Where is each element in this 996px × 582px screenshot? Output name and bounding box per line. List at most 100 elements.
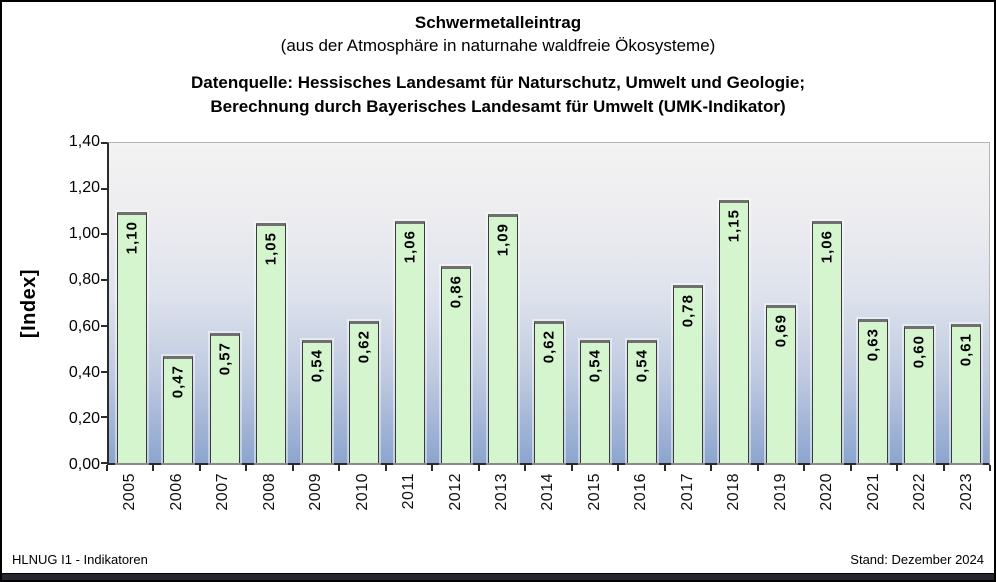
x-category-label: 2015 — [585, 473, 603, 511]
bar-value-label: 1,05 — [262, 232, 280, 266]
x-axis-tick — [803, 465, 806, 471]
x-category-label: 2018 — [725, 473, 743, 511]
bar-value-label: 0,54 — [633, 348, 651, 382]
bar-slot-2020: 1,06 — [804, 143, 850, 463]
x-label-slot-2011: 2011 — [386, 473, 432, 531]
bar-2013: 1,09 — [487, 213, 518, 463]
x-label-slot-2006: 2006 — [153, 473, 199, 531]
bar-2010: 0,62 — [348, 321, 379, 463]
bar-slot-2010: 0,62 — [341, 143, 387, 463]
x-category-label: 2011 — [400, 473, 418, 510]
plot-area: 1,10 0,47 0,57 1,05 0,54 0,62 1,06 0,86 1,09 0,62… — [101, 142, 990, 465]
bar-value-label: 1,09 — [494, 222, 512, 257]
y-tick-label: 0,80 — [68, 271, 100, 289]
x-category-label: 2008 — [260, 473, 278, 511]
x-axis-tick — [849, 465, 852, 471]
bar-value-label: 1,06 — [818, 229, 836, 263]
x-category-label: 2005 — [121, 473, 139, 511]
y-axis-tick — [101, 462, 107, 464]
x-axis-tick — [384, 465, 387, 471]
x-axis-tick — [570, 465, 573, 471]
x-category-label: 2010 — [353, 473, 371, 511]
title-block: Schwermetalleintrag (aus der Atmosphäre … — [2, 11, 994, 119]
x-axis-tick — [942, 465, 945, 471]
x-axis-tick — [106, 465, 108, 471]
bar-value-label: 1,10 — [123, 220, 141, 254]
bar-value-label: 0,54 — [586, 348, 604, 382]
bar-2014: 0,62 — [533, 321, 564, 463]
bar-2005: 1,10 — [117, 211, 148, 463]
bar-value-label: 0,47 — [169, 364, 187, 398]
bar-slot-2009: 0,54 — [294, 143, 340, 463]
bar-slot-2017: 0,78 — [665, 143, 711, 463]
y-axis-title-wrap: [Index] — [12, 142, 46, 465]
y-axis-scale: 1,40 1,20 1,00 0,80 0,60 0,40 0,20 0,00 — [50, 133, 100, 473]
x-axis-tick — [431, 465, 434, 471]
x-axis-ticks — [106, 465, 991, 472]
y-tick-label: 0,00 — [68, 456, 100, 473]
bar-slot-2015: 0,54 — [572, 143, 618, 463]
bar-2012: 0,86 — [441, 266, 472, 463]
x-label-slot-2010: 2010 — [339, 473, 385, 531]
y-axis-tick — [101, 187, 107, 190]
bar-value-label: 0,78 — [679, 293, 697, 327]
x-axis-tick — [989, 465, 991, 471]
bar-2011: 1,06 — [395, 220, 426, 463]
bar-value-label: 0,63 — [864, 328, 882, 362]
y-tick-label: 0,60 — [68, 317, 100, 335]
chart-title: Schwermetalleintrag — [414, 13, 582, 32]
y-tick-label: 1,40 — [68, 133, 100, 150]
x-label-slot-2012: 2012 — [432, 473, 478, 531]
x-category-label: 2006 — [167, 473, 185, 511]
bar-slot-2023: 0,61 — [943, 143, 989, 463]
bar-value-label: 0,62 — [355, 330, 373, 364]
x-label-slot-2021: 2021 — [851, 473, 897, 531]
x-category-label: 2007 — [214, 473, 232, 511]
x-label-slot-2013: 2013 — [479, 473, 525, 531]
y-tick-label: 1,00 — [68, 225, 100, 243]
x-category-label: 2012 — [446, 473, 464, 511]
bar-2009: 0,54 — [302, 339, 333, 463]
x-axis-tick — [617, 465, 620, 471]
bar-value-label: 1,15 — [725, 209, 743, 243]
bar-2017: 0,78 — [672, 284, 703, 463]
x-label-slot-2023: 2023 — [943, 473, 989, 531]
bar-slot-2007: 0,57 — [202, 143, 248, 463]
y-axis-tick — [101, 233, 107, 236]
x-label-slot-2005: 2005 — [107, 473, 153, 531]
bar-slot-2013: 1,09 — [480, 143, 526, 463]
bar-value-label: 0,62 — [540, 330, 558, 364]
x-axis-tick — [291, 465, 294, 471]
chart-subtitle: (aus der Atmosphäre in naturnahe waldfre… — [280, 36, 716, 55]
x-label-slot-2014: 2014 — [525, 473, 571, 531]
x-axis-labels: 2005 2006 2007 2008 2009 2010 2011 2012 2013 2014… — [107, 473, 990, 531]
bar-2015: 0,54 — [580, 339, 611, 463]
x-axis-tick — [663, 465, 666, 471]
bar-slot-2012: 0,86 — [433, 143, 479, 463]
x-category-label: 2023 — [957, 473, 975, 511]
x-axis-tick — [198, 465, 201, 471]
title-spacer — [2, 57, 994, 71]
footer-source-label: HLNUG I1 - Indikatoren — [12, 552, 148, 567]
x-axis-tick — [245, 465, 248, 471]
x-label-slot-2018: 2018 — [711, 473, 757, 531]
bar-2007: 0,57 — [209, 332, 240, 463]
bars-row: 1,10 0,47 0,57 1,05 0,54 0,62 1,06 0,86 1,09 0,62… — [109, 143, 989, 463]
x-axis-tick — [710, 465, 713, 471]
x-label-slot-2008: 2008 — [246, 473, 292, 531]
bar-2019: 0,69 — [765, 305, 796, 463]
x-label-slot-2007: 2007 — [200, 473, 246, 531]
bar-2020: 1,06 — [811, 220, 842, 463]
bar-2016: 0,54 — [626, 339, 657, 463]
x-axis-tick — [756, 465, 759, 471]
bar-2023: 0,61 — [950, 323, 981, 463]
bottom-accent-band — [2, 573, 994, 580]
x-label-slot-2009: 2009 — [293, 473, 339, 531]
x-category-label: 2016 — [632, 473, 650, 511]
y-axis-title: [Index] — [17, 268, 40, 339]
bar-2006: 0,47 — [163, 355, 194, 463]
bar-value-label: 0,69 — [772, 314, 790, 348]
x-axis-tick — [896, 465, 899, 471]
bar-value-label: 0,60 — [910, 334, 928, 369]
